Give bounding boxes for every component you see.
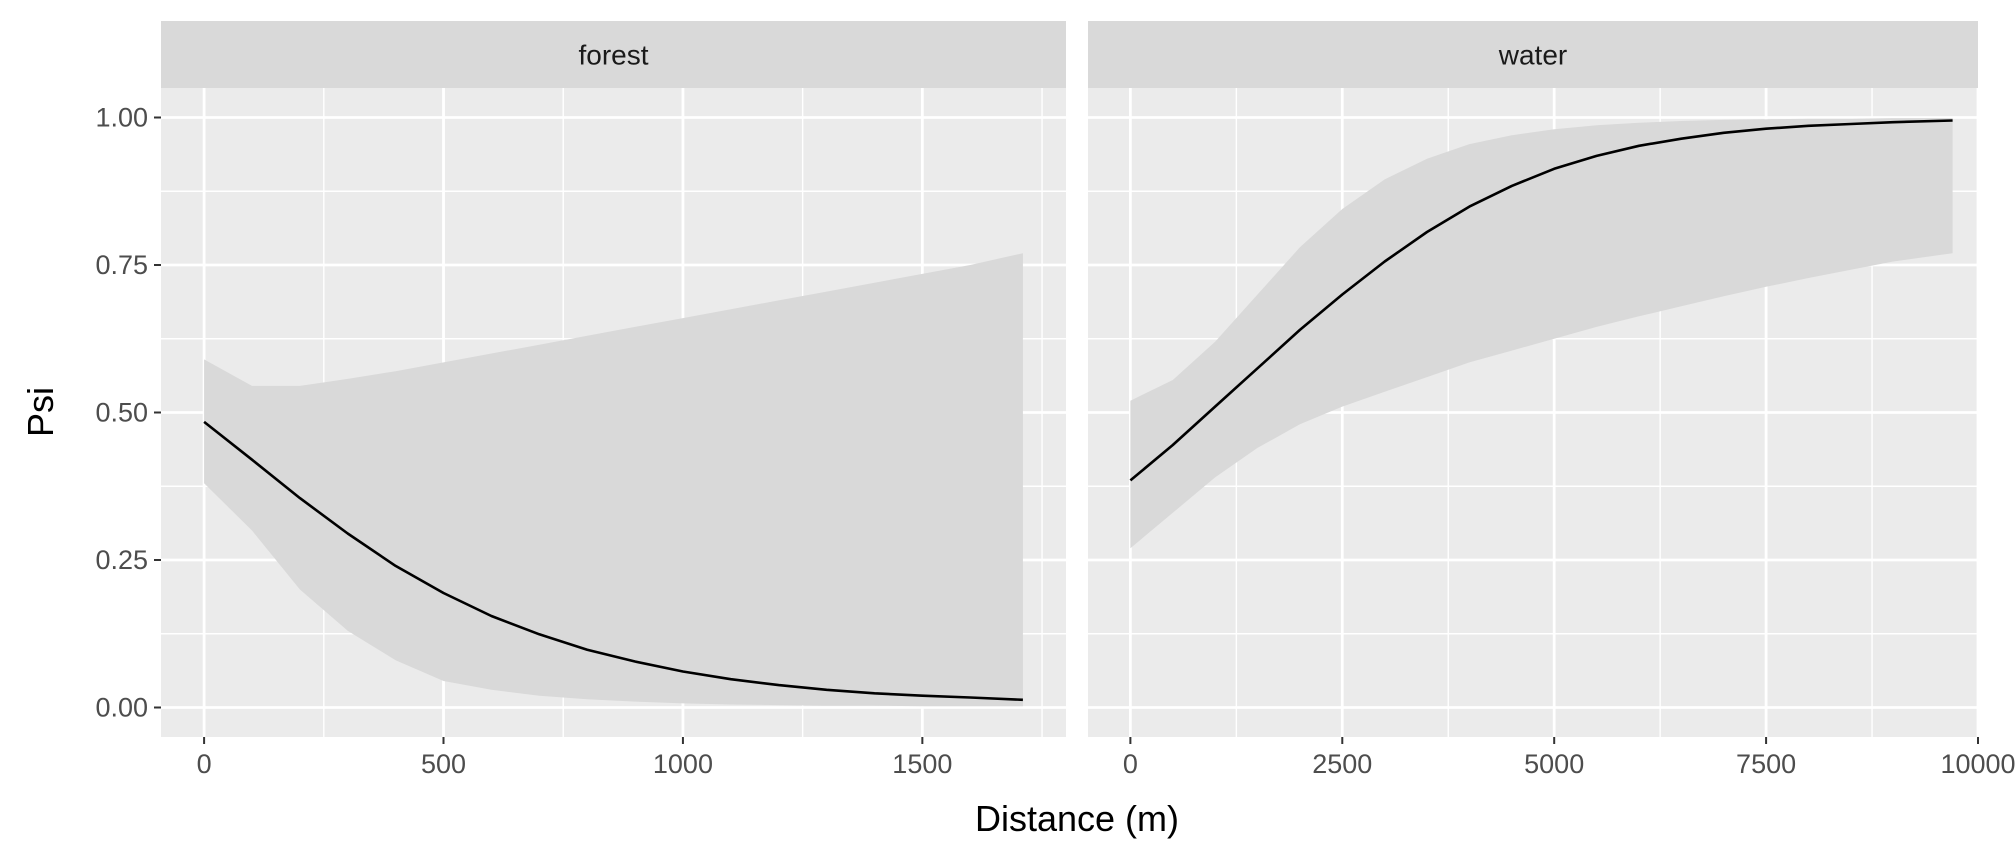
confidence-ribbon [204,253,1023,707]
panel-water: water 0 2500 5000 7500 10000 [1088,21,2016,779]
x-tick-label: 1500 [892,749,952,779]
y-tick-label: 0.00 [95,693,148,723]
x-axis-title: Distance (m) [975,798,1179,839]
strip-label: forest [578,40,648,71]
y-tick-label: 0.25 [95,545,148,575]
y-tick-label: 1.00 [95,103,148,133]
psi-line [1129,119,1953,482]
panel-forest: forest 0 500 1000 1500 0.00 0.25 0.50 0.75 1.00 [95,21,1066,779]
panels-layer: forest 0 500 1000 1500 0.00 0.25 0.50 0.75 1.00 wa… [95,21,2016,779]
x-tick-label: 7500 [1736,749,1796,779]
y-tick-label: 0.75 [95,250,148,280]
y-tick-label: 0.50 [95,398,148,428]
confidence-ribbon [1130,118,1953,549]
x-tick-label: 0 [1123,749,1138,779]
strip-background [1088,21,1978,88]
y-axis-title: Psi [20,387,61,437]
x-tick-label: 10000 [1940,749,2015,779]
x-tick-label: 1000 [653,749,713,779]
x-tick-label: 5000 [1524,749,1584,779]
x-tick-label: 500 [421,749,466,779]
strip-background [161,21,1066,88]
psi-line [203,420,1023,702]
strip-label: water [1498,40,1567,71]
x-tick-label: 0 [197,749,212,779]
x-tick-label: 2500 [1312,749,1372,779]
